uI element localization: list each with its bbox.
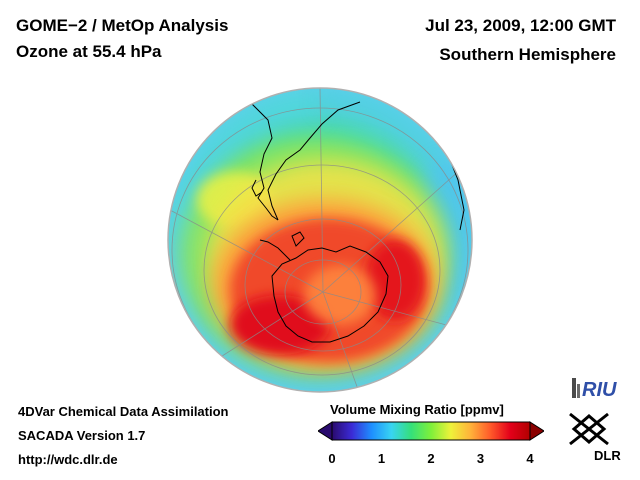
version-label: SACADA Version 1.7 (18, 428, 146, 443)
pole-orange-center (304, 265, 376, 325)
colorbar-min-arrow (318, 421, 333, 441)
colorbar-title: Volume Mixing Ratio [ppmv] (330, 402, 504, 417)
south-america-east-coast (267, 101, 361, 221)
dlr-logo-icon (569, 412, 609, 446)
ozone-globe-map (167, 87, 473, 393)
deep-red-core-sw (230, 295, 330, 355)
south-georgia (291, 231, 305, 247)
south-america-coast (229, 89, 279, 221)
colorbar-max-arrow (529, 421, 544, 441)
map-datetime: Jul 23, 2009, 12:00 GMT (425, 16, 616, 35)
dlr-logo-text: DLR (594, 448, 621, 463)
colorbar-gradient (331, 421, 531, 441)
svg-text:RIU: RIU (582, 379, 617, 401)
colorbar-tick-label: 3 (476, 451, 485, 466)
falklands (251, 179, 263, 197)
riu-logo-icon: RIU (572, 378, 617, 401)
colorbar-tick-label: 0 (328, 451, 336, 466)
antarctic-peninsula (259, 239, 291, 261)
globe-outline (167, 87, 473, 393)
colorbar-tick-label: 2 (427, 451, 435, 466)
method-label: 4DVar Chemical Data Assimilation (18, 404, 229, 419)
map-region: Southern Hemisphere (439, 45, 616, 64)
deep-red-core-e (365, 240, 425, 320)
colorbar (318, 421, 544, 441)
website-link[interactable]: http://wdc.dlr.de (18, 452, 118, 467)
colorbar-tick-label: 4 (526, 451, 534, 466)
map-subtitle: Ozone at 55.4 hPa (16, 42, 162, 61)
colorbar-tick-label: 1 (377, 451, 386, 466)
map-title: GOME−2 / MetOp Analysis (16, 16, 229, 35)
antarctica-coast (271, 245, 389, 343)
